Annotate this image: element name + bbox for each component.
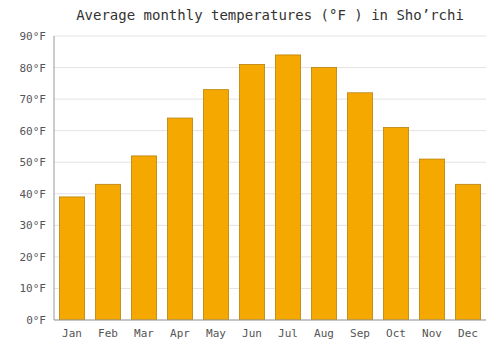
bar	[455, 184, 480, 320]
grid	[54, 36, 486, 320]
x-axis-labels: Jan Feb Mar Apr May Jun Jul Aug Sep Oct Nov Dec	[62, 327, 478, 340]
y-axis-labels: 0°F 10°F 20°F 30°F 40°F 50°F 60°F 70°F 80°F 90°F	[20, 30, 47, 327]
bar	[59, 197, 84, 320]
x-tick-label: Mar	[134, 327, 154, 340]
chart-title: Average monthly temperatures (°F ) in Sh…	[76, 7, 464, 23]
y-tick-label: 20°F	[20, 251, 47, 264]
chart-svg: Average monthly temperatures (°F ) in Sh…	[0, 0, 500, 350]
x-tick-label: Jan	[62, 327, 82, 340]
y-tick-label: 10°F	[20, 282, 47, 295]
bar	[347, 93, 372, 320]
y-axis-line	[54, 36, 55, 320]
grid-line	[54, 67, 486, 68]
x-tick-label: Jul	[278, 327, 298, 340]
bar	[131, 156, 156, 320]
y-tick-label: 40°F	[20, 188, 47, 201]
grid-line	[54, 130, 486, 131]
bar	[311, 68, 336, 320]
bar	[275, 55, 300, 320]
y-tick-label: 90°F	[20, 30, 47, 43]
chart-container: Average monthly temperatures (°F ) in Sh…	[0, 0, 500, 350]
bar	[167, 118, 192, 320]
x-tick-label: Nov	[422, 327, 442, 340]
bars	[59, 55, 480, 320]
bar	[203, 90, 228, 320]
x-tick-label: Sep	[350, 327, 370, 340]
grid-line	[54, 36, 486, 37]
y-tick-label: 80°F	[20, 62, 47, 75]
y-tick-label: 50°F	[20, 156, 47, 169]
grid-line	[54, 320, 486, 321]
y-tick-label: 30°F	[20, 219, 47, 232]
x-tick-label: Jun	[242, 327, 262, 340]
y-tick-label: 60°F	[20, 125, 47, 138]
x-tick-label: Apr	[170, 327, 190, 340]
bar	[419, 159, 444, 320]
bar	[383, 128, 408, 320]
x-tick-label: Dec	[458, 327, 478, 340]
bar	[239, 64, 264, 320]
grid-line	[54, 99, 486, 100]
bar	[95, 184, 120, 320]
x-axis-line	[54, 320, 486, 321]
y-tick-label: 0°F	[26, 314, 46, 327]
y-tick-label: 70°F	[20, 93, 47, 106]
x-tick-label: Aug	[314, 327, 334, 340]
x-tick-label: Feb	[98, 327, 118, 340]
x-tick-label: May	[206, 327, 226, 340]
x-tick-label: Oct	[386, 327, 406, 340]
